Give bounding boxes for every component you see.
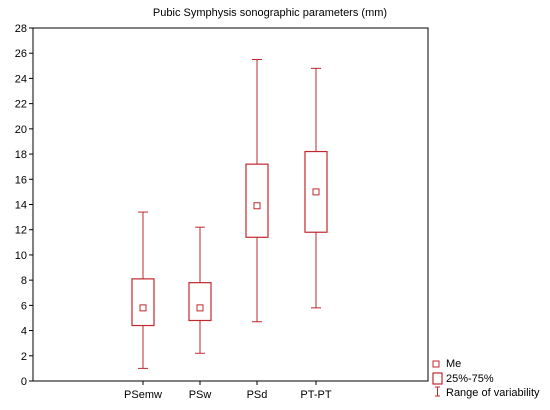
legend-range-marker [435,386,440,397]
median-marker [312,188,320,196]
y-tick-label: 24 [15,73,27,85]
y-tick-label: 16 [15,174,27,186]
y-tick-label: 0 [21,376,27,388]
box-series [131,59,328,369]
median-marker [139,304,147,312]
x-tick-label: PSw [189,389,212,401]
box-psd [245,59,269,323]
y-tick-label: 2 [21,351,27,363]
chart-title: Pubic Symphysis sonographic parameters (… [153,7,387,19]
y-tick-label: 28 [15,23,27,35]
legend-box-marker [432,372,443,385]
median-marker [253,202,261,210]
y-tick-label: 18 [15,149,27,161]
quartile-box [188,282,212,322]
x-axis: PSemw PSw PSd PT-PT [124,381,332,401]
quartile-box [131,278,155,327]
legend: Me 25%-75% Range of variability [432,358,540,399]
quartile-box [245,163,269,238]
y-tick-label: 8 [21,275,27,287]
y-tick-label: 22 [15,99,27,111]
legend-label-median: Me [446,358,461,370]
y-tick-label: 10 [15,250,27,262]
legend-median-marker [432,360,440,368]
box-psw [188,226,212,354]
x-tick-label: PSd [247,389,268,401]
y-tick-label: 14 [15,200,27,212]
y-tick-label: 20 [15,124,27,136]
quartile-box [304,150,328,233]
x-tick-label: PT-PT [300,389,331,401]
y-tick-label: 6 [21,300,27,312]
box-pt-pt [304,67,328,309]
legend-label-range: Range of variability [446,387,540,399]
median-marker [196,304,204,312]
box-psemw [131,211,155,369]
plot-area-frame [32,27,429,382]
legend-label-quartile-box: 25%-75% [446,373,494,385]
y-tick-label: 26 [15,48,27,60]
y-tick-label: 12 [15,225,27,237]
y-tick-label: 4 [21,326,27,338]
x-tick-label: PSemw [124,389,162,401]
